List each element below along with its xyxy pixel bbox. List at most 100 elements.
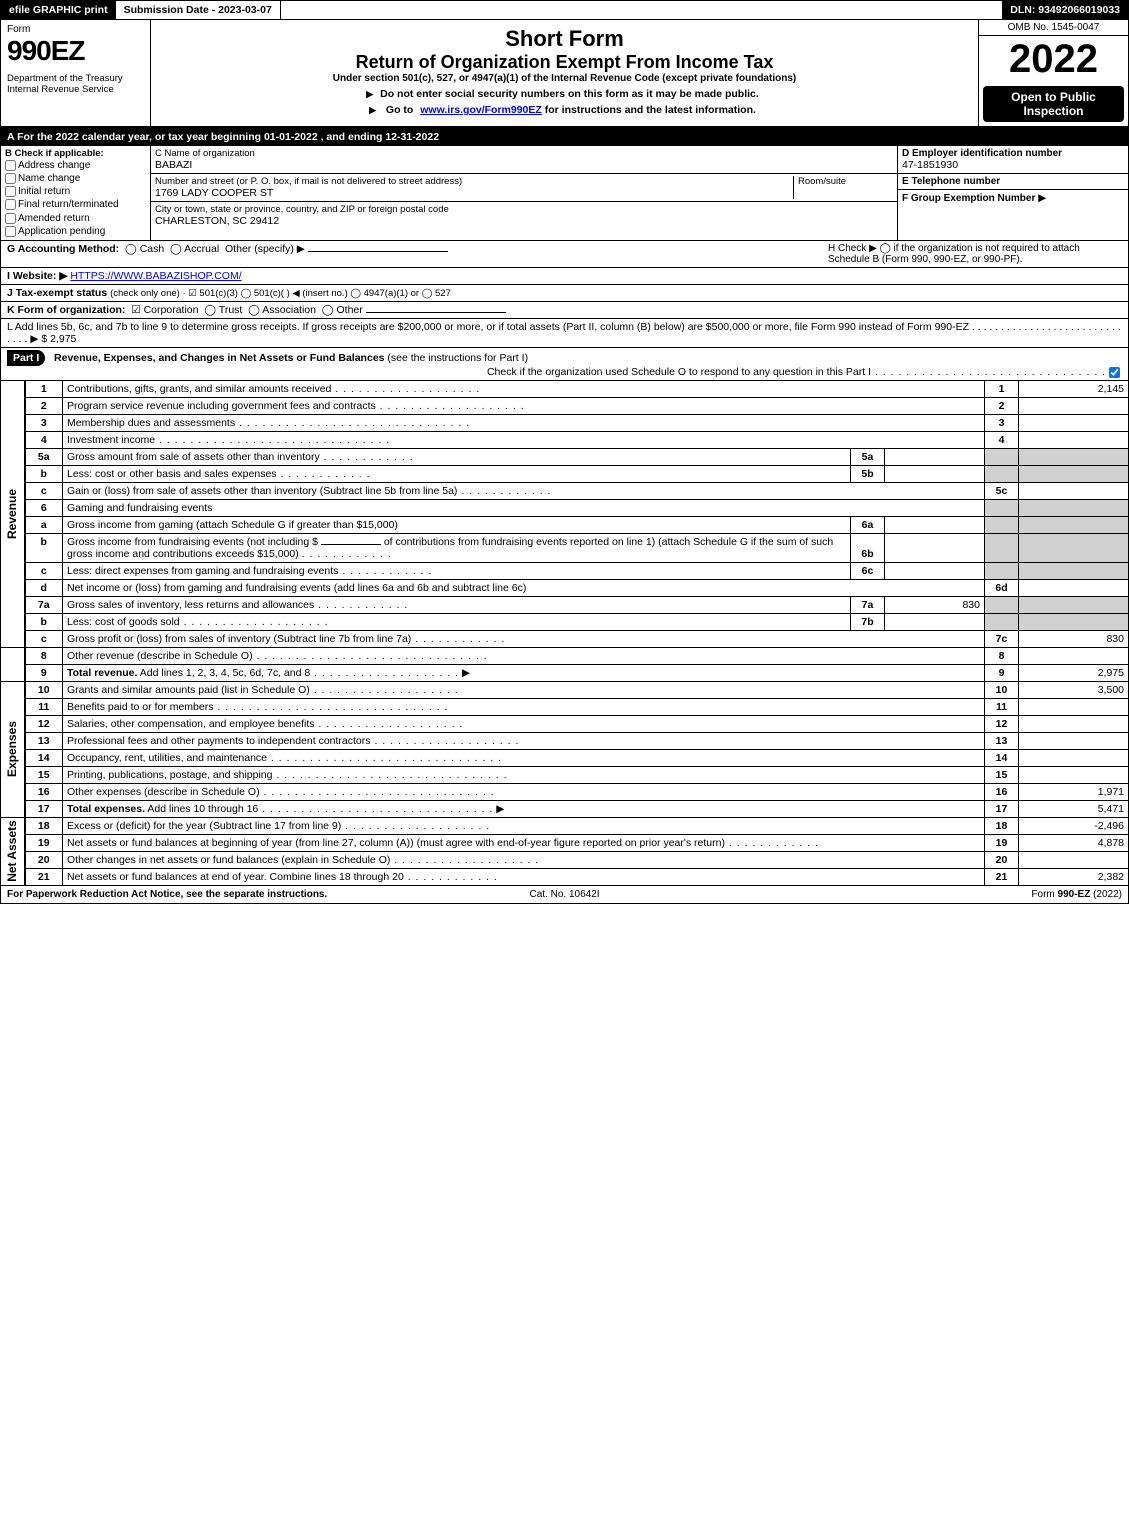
- l5b-val-grey: [1019, 465, 1129, 482]
- row-5c: c Gain or (loss) from sale of assets oth…: [1, 482, 1129, 499]
- footer-center: Cat. No. 10642I: [379, 889, 751, 900]
- l10-num: 10: [25, 681, 63, 698]
- check-address-change[interactable]: Address change: [5, 159, 146, 172]
- section-b: B Check if applicable: Address change Na…: [1, 146, 151, 240]
- l6a-subval: [885, 516, 985, 533]
- row-16: 16 Other expenses (describe in Schedule …: [1, 783, 1129, 800]
- l5a-col-grey: [985, 448, 1019, 465]
- l5a-sub: 5a: [851, 448, 885, 465]
- l6-col-grey: [985, 499, 1019, 516]
- schedule-o-row: Check if the organization used Schedule …: [7, 366, 1128, 378]
- irs-link[interactable]: www.irs.gov/Form990EZ: [420, 104, 542, 116]
- l17-num: 17: [25, 800, 63, 817]
- d-label: D Employer identification number: [902, 148, 1124, 159]
- top-bar: efile GRAPHIC print Submission Date - 20…: [0, 0, 1129, 20]
- l7b-desc: Less: cost of goods sold: [63, 613, 851, 630]
- line-i: I Website: ▶ HTTPS://WWW.BABAZISHOP.COM/: [0, 268, 1129, 285]
- l-amount: 2,975: [50, 333, 76, 345]
- phone-block: E Telephone number: [898, 174, 1128, 190]
- l3-desc: Membership dues and assessments: [63, 414, 985, 431]
- header-right: OMB No. 1545-0047 2022 Open to Public In…: [978, 20, 1128, 126]
- l7c-desc: Gross profit or (loss) from sales of inv…: [63, 630, 985, 647]
- city-label: City or town, state or province, country…: [155, 204, 893, 215]
- irs-label: Internal Revenue Service: [7, 84, 144, 95]
- goto-prefix: Go to: [386, 104, 413, 116]
- check-application-pending[interactable]: Application pending: [5, 225, 146, 238]
- l21-col: 21: [985, 868, 1019, 885]
- row-17: 17 Total expenses. Add lines 10 through …: [1, 800, 1129, 817]
- l13-num: 13: [25, 732, 63, 749]
- l5c-desc: Gain or (loss) from sale of assets other…: [63, 482, 985, 499]
- check-initial-return[interactable]: Initial return: [5, 185, 146, 198]
- part-i-label: Part I: [7, 350, 45, 366]
- goto-line: Go to www.irs.gov/Form990EZ for instruct…: [161, 104, 968, 116]
- l1-num: 1: [25, 381, 63, 398]
- l13-desc: Professional fees and other payments to …: [63, 732, 985, 749]
- row-20: 20 Other changes in net assets or fund b…: [1, 851, 1129, 868]
- omb-number: OMB No. 1545-0047: [979, 20, 1128, 36]
- l6b-col-grey: [985, 533, 1019, 562]
- info-grid: B Check if applicable: Address change Na…: [0, 146, 1129, 241]
- l8-desc: Other revenue (describe in Schedule O): [63, 647, 985, 664]
- l6a-col-grey: [985, 516, 1019, 533]
- row-21: 21 Net assets or fund balances at end of…: [1, 868, 1129, 885]
- footer-right: Form 990-EZ (2022): [750, 889, 1122, 900]
- l5a-subval: [885, 448, 985, 465]
- row-2: 2 Program service revenue including gove…: [1, 397, 1129, 414]
- e-label: E Telephone number: [902, 176, 1124, 187]
- l12-col: 12: [985, 715, 1019, 732]
- l17-col: 17: [985, 800, 1019, 817]
- k-trust: Trust: [219, 304, 243, 316]
- submission-date: Submission Date - 2023-03-07: [116, 1, 281, 19]
- l11-col: 11: [985, 698, 1019, 715]
- l6d-desc: Net income or (loss) from gaming and fun…: [63, 579, 985, 596]
- l14-desc: Occupancy, rent, utilities, and maintena…: [63, 749, 985, 766]
- l5a-num: 5a: [25, 448, 63, 465]
- city-block: City or town, state or province, country…: [151, 202, 897, 229]
- check-final-return[interactable]: Final return/terminated: [5, 198, 146, 211]
- check-name-change[interactable]: Name change: [5, 172, 146, 185]
- org-name-block: C Name of organization BABAZI: [151, 146, 897, 174]
- schedule-o-checkbox[interactable]: [1109, 367, 1120, 378]
- l3-val: [1019, 414, 1129, 431]
- l5c-val: [1019, 482, 1129, 499]
- l2-col: 2: [985, 397, 1019, 414]
- department-label: Department of the Treasury: [7, 73, 144, 84]
- section-b-header: B Check if applicable:: [5, 148, 146, 159]
- dln-label: DLN: 93492066019033: [1002, 1, 1128, 19]
- l7a-desc: Gross sales of inventory, less returns a…: [63, 596, 851, 613]
- l7a-val-grey: [1019, 596, 1129, 613]
- part-i-table: Revenue 1 Contributions, gifts, grants, …: [0, 381, 1129, 886]
- row-6c: c Less: direct expenses from gaming and …: [1, 562, 1129, 579]
- l1-desc: Contributions, gifts, grants, and simila…: [63, 381, 985, 398]
- l19-desc: Net assets or fund balances at beginning…: [63, 834, 985, 851]
- l13-val: [1019, 732, 1129, 749]
- l11-num: 11: [25, 698, 63, 715]
- revenue-label: Revenue: [1, 381, 25, 648]
- org-name: BABAZI: [155, 159, 893, 171]
- k-corp: Corporation: [144, 304, 199, 316]
- check-amended-return[interactable]: Amended return: [5, 212, 146, 225]
- l7c-num: c: [25, 630, 63, 647]
- under-section-text: Under section 501(c), 527, or 4947(a)(1)…: [161, 73, 968, 84]
- line-g-h: G Accounting Method: ◯ Cash ◯ Accrual Ot…: [0, 241, 1129, 268]
- row-19: 19 Net assets or fund balances at beginn…: [1, 834, 1129, 851]
- row-6d: d Net income or (loss) from gaming and f…: [1, 579, 1129, 596]
- group-exemption-block: F Group Exemption Number ▶: [898, 190, 1128, 240]
- l7b-col-grey: [985, 613, 1019, 630]
- row-18: Net Assets 18 Excess or (deficit) for th…: [1, 817, 1129, 834]
- city-state-zip: CHARLESTON, SC 29412: [155, 215, 893, 227]
- l16-val: 1,971: [1019, 783, 1129, 800]
- short-form-title: Short Form: [161, 26, 968, 52]
- l12-val: [1019, 715, 1129, 732]
- l14-val: [1019, 749, 1129, 766]
- row-6: 6 Gaming and fundraising events: [1, 499, 1129, 516]
- website-link[interactable]: HTTPS://WWW.BABAZISHOP.COM/: [70, 270, 241, 282]
- l17-val: 5,471: [1019, 800, 1129, 817]
- l15-num: 15: [25, 766, 63, 783]
- j-label: J Tax-exempt status: [7, 287, 107, 299]
- l19-val: 4,878: [1019, 834, 1129, 851]
- k-assoc: Association: [262, 304, 316, 316]
- line-g: G Accounting Method: ◯ Cash ◯ Accrual Ot…: [7, 243, 822, 265]
- l6-val-grey: [1019, 499, 1129, 516]
